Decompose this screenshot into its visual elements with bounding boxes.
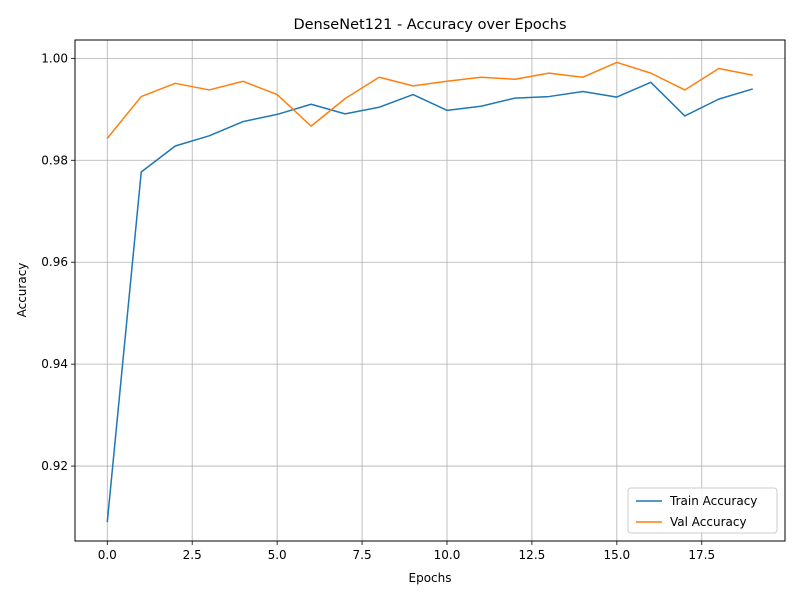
y-tick-label: 0.94 [41,357,68,371]
legend-label: Val Accuracy [670,515,747,529]
grid [75,40,785,541]
x-axis-ticks: 0.0 2.5 5.0 7.5 10.0 12.5 15.0 17.5 [98,541,715,562]
x-tick-label: 2.5 [183,548,202,562]
legend-box [627,487,778,534]
y-tick-label: 0.98 [41,153,68,167]
series-line-train-accuracy [106,81,753,523]
x-tick-label: 7.5 [353,548,372,562]
x-tick-label: 17.5 [688,548,715,562]
y-tick-label: 1.00 [41,51,68,65]
y-tick-label: 0.92 [41,459,68,473]
series-line-val-accuracy [106,61,753,139]
x-axis-label: Epochs [409,571,452,585]
x-tick-label: 0.0 [98,548,117,562]
x-tick-label: 10.0 [434,548,461,562]
y-axis-label: Accuracy [15,263,29,318]
x-tick-label: 5.0 [268,548,287,562]
y-axis-ticks: 0.92 0.94 0.96 0.98 1.00 [41,51,75,473]
legend: Train Accuracy Val Accuracy [627,487,778,534]
y-tick-label: 0.96 [41,255,68,269]
series-lines [106,61,753,523]
x-tick-label: 15.0 [603,548,630,562]
x-tick-label: 12.5 [519,548,546,562]
legend-label: Train Accuracy [669,494,757,508]
chart-title: DenseNet121 - Accuracy over Epochs [293,17,566,33]
plot-frame [74,39,786,542]
